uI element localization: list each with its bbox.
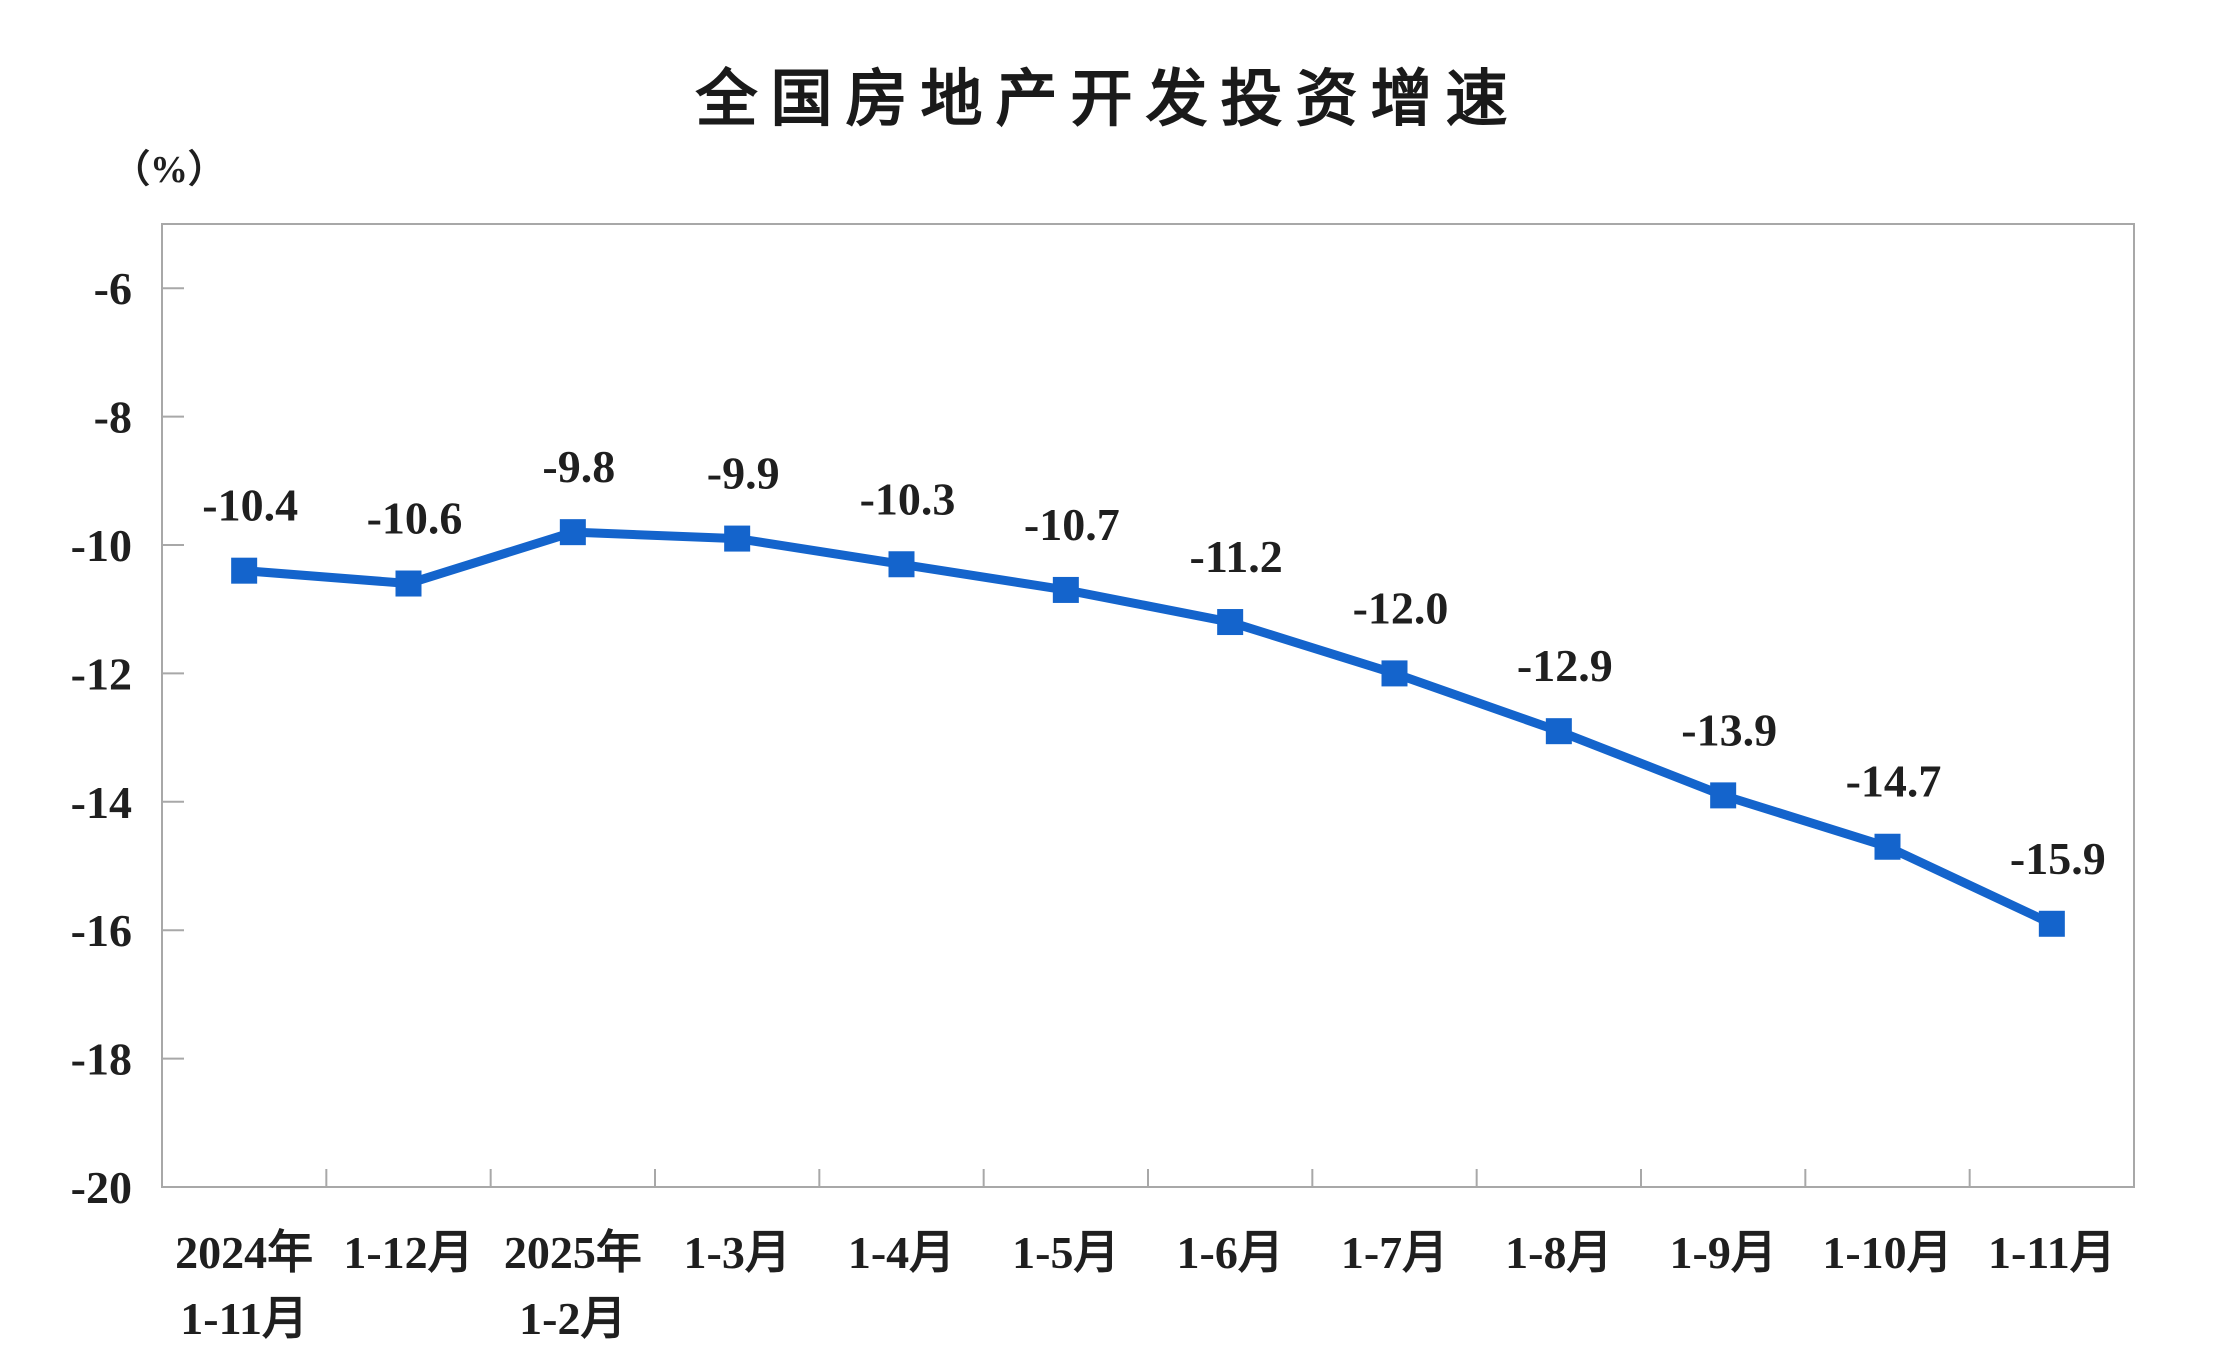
data-point-label: -12.0: [1353, 582, 1449, 633]
data-point-marker: [1381, 660, 1408, 687]
y-tick-label: -20: [71, 1162, 132, 1213]
y-tick-label: -12: [71, 648, 132, 699]
data-point-label: -12.9: [1517, 640, 1613, 691]
data-point-label: -11.2: [1190, 531, 1283, 582]
data-point-label: -10.4: [202, 480, 298, 531]
data-point-marker: [2038, 910, 2065, 937]
x-tick-label: 1-3月: [684, 1227, 791, 1278]
data-point-marker: [1217, 609, 1244, 636]
data-point-marker: [1874, 833, 1901, 860]
data-point-marker: [559, 519, 586, 546]
x-tick-label: 1-11月: [1988, 1227, 2116, 1278]
x-tick-label: 2024年 1-11月: [175, 1227, 313, 1344]
data-point-label: -10.7: [1024, 499, 1120, 550]
data-point-label: -10.6: [367, 493, 463, 544]
y-tick-label: -10: [71, 520, 132, 571]
data-point-marker: [231, 557, 258, 584]
x-tick-label: 1-6月: [1177, 1227, 1284, 1278]
series-line: [239, 527, 2057, 929]
data-point-label: -9.8: [542, 441, 615, 492]
x-tick-label: 1-8月: [1505, 1227, 1612, 1278]
data-point-label: -9.9: [707, 448, 780, 499]
x-tick-label: 1-9月: [1670, 1227, 1777, 1278]
y-axis-unit-label: （%）: [112, 149, 227, 191]
y-tick-label: -18: [71, 1034, 132, 1085]
x-tick-label: 1-12月: [343, 1227, 473, 1278]
data-point-label: -10.3: [860, 473, 956, 524]
y-tick-label: -14: [71, 777, 132, 828]
data-point-marker: [395, 570, 422, 597]
data-point-marker: [724, 525, 751, 552]
y-tick-label: -16: [71, 905, 132, 956]
data-point-marker: [1710, 782, 1737, 809]
x-tick-label: 2025年 1-2月: [504, 1227, 642, 1344]
x-tick-label: 1-4月: [848, 1227, 955, 1278]
y-tick-label: -6: [94, 263, 132, 314]
data-point-label: -14.7: [1846, 756, 1942, 807]
y-tick-label: -8: [94, 392, 132, 443]
plot-border: [161, 223, 2135, 1188]
x-tick-label: 1-5月: [1012, 1227, 1119, 1278]
x-tick-label: 1-10月: [1822, 1227, 1952, 1278]
x-tick-label: 1-7月: [1341, 1227, 1448, 1278]
chart-title: 全国房地产开发投资增速: [695, 66, 1521, 134]
data-point-marker: [888, 551, 915, 578]
data-point-label: -13.9: [1681, 704, 1777, 755]
data-point-marker: [1052, 576, 1079, 603]
data-point-marker: [1545, 718, 1572, 745]
data-point-label: -15.9: [2010, 833, 2106, 884]
